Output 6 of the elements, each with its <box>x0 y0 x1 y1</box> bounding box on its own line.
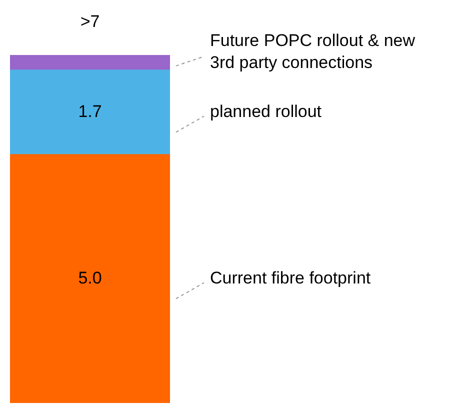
data-label: 5.0 <box>78 268 102 288</box>
data-label: 1.7 <box>78 102 102 121</box>
text: Future POPC rollout & new 3rd party connections <box>210 31 416 72</box>
total-label: >7 <box>80 12 100 32</box>
text: planned rollout <box>210 102 322 121</box>
text: Current fibre footprint <box>210 268 371 288</box>
